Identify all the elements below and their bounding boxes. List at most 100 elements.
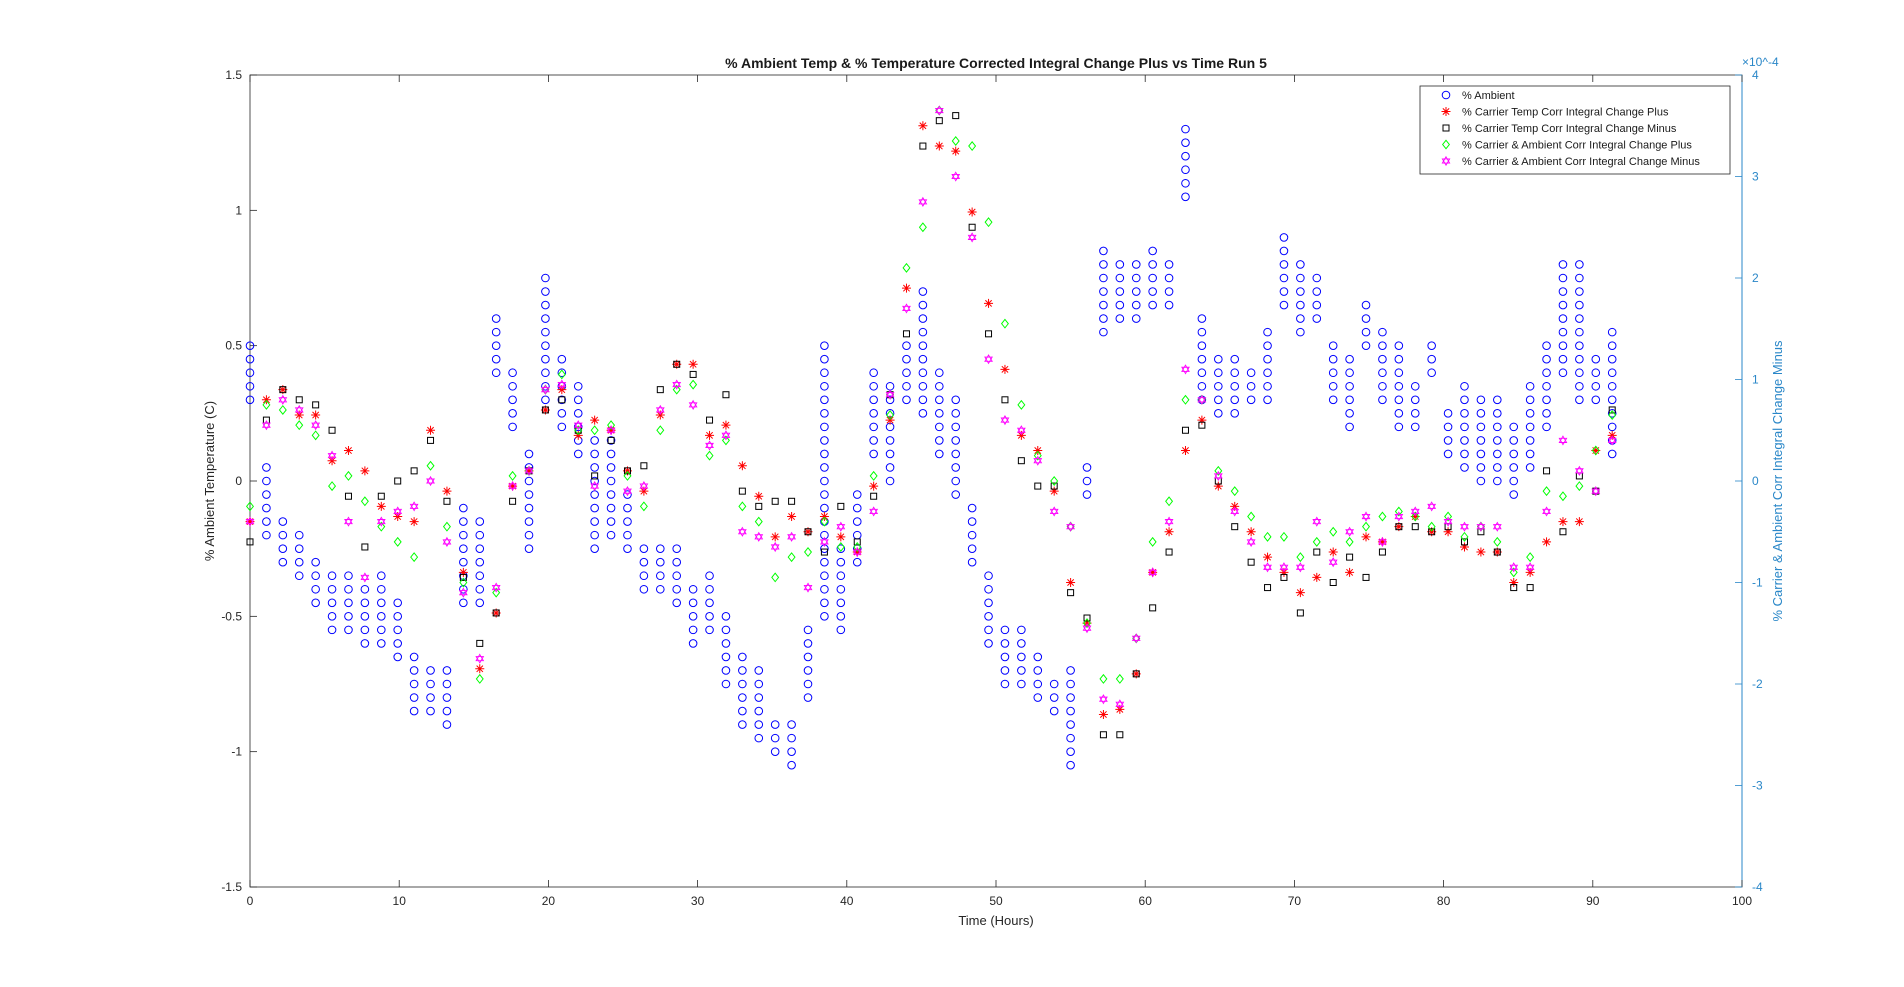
carrier-plus-point — [1098, 709, 1108, 719]
ca-plus-point — [1099, 673, 1108, 684]
ambient-point — [1099, 300, 1108, 310]
ca-plus-point — [1214, 465, 1223, 476]
ca-minus-point — [1115, 699, 1125, 710]
ca-minus-point — [1246, 536, 1256, 547]
ambient-point — [820, 612, 829, 621]
ambient-point — [1066, 720, 1075, 729]
ambient-point — [623, 517, 632, 526]
ambient-point — [1509, 422, 1519, 432]
ambient-point — [1049, 679, 1059, 689]
carrier-minus-point — [919, 142, 927, 150]
ca-minus-point — [721, 430, 731, 441]
ambient-point — [1246, 368, 1256, 378]
ambient-point — [1033, 666, 1043, 675]
ca-plus-point — [1000, 318, 1009, 329]
ambient-point — [738, 679, 747, 689]
ambient-point — [1607, 395, 1617, 405]
ambient-point — [606, 503, 616, 513]
ambient-point — [918, 314, 928, 323]
ca-plus-point — [475, 673, 484, 684]
ambient-point — [1181, 138, 1190, 147]
ambient-point — [803, 693, 813, 702]
ambient-point — [1328, 354, 1338, 364]
carrier-plus-point — [1246, 527, 1256, 537]
carrier-minus-point — [1181, 426, 1189, 434]
ca-minus-point — [984, 354, 993, 365]
carrier-plus-point — [491, 608, 501, 618]
ambient-point — [836, 544, 846, 553]
ambient-point — [1296, 327, 1305, 337]
ambient-point — [1230, 381, 1240, 391]
carrier-plus-point — [984, 298, 994, 308]
carrier-minus-point — [755, 502, 763, 510]
carrier-plus-point — [836, 532, 846, 542]
ca-minus-point — [557, 379, 567, 390]
ambient-point — [1066, 679, 1075, 689]
ca-minus-point — [458, 587, 468, 598]
ambient-point — [721, 652, 731, 662]
ambient-point — [820, 598, 829, 608]
carrier-minus-point — [1510, 584, 1518, 592]
carrier-plus-point — [803, 527, 813, 537]
ambient-point — [623, 530, 632, 540]
ca-minus-point — [606, 425, 616, 436]
ambient-point — [1443, 449, 1453, 459]
ambient-point — [1476, 449, 1486, 459]
ambient-point — [885, 449, 895, 459]
ca-minus-point — [737, 526, 747, 537]
ambient-point — [1460, 436, 1469, 445]
carrier-minus-point — [1493, 548, 1501, 556]
ambient-point — [688, 625, 698, 635]
ambient-point — [1328, 381, 1338, 391]
ambient-point — [1000, 639, 1010, 648]
ambient-point — [475, 557, 485, 567]
ambient-point — [1148, 300, 1157, 310]
carrier-plus-point — [1377, 537, 1387, 547]
ambient-point — [1082, 490, 1092, 499]
ambient-point — [836, 612, 846, 621]
ambient-point — [1131, 300, 1141, 310]
carrier-minus-point — [1264, 584, 1272, 592]
carrier-minus-point — [1411, 523, 1419, 531]
ca-minus-point — [294, 404, 304, 416]
ambient-point — [327, 584, 337, 594]
legend-marker — [1441, 155, 1451, 167]
ambient-point — [508, 422, 517, 432]
ca-minus-point — [491, 582, 501, 593]
ambient-point — [1575, 273, 1584, 283]
ambient-point — [541, 341, 550, 350]
ca-plus-point — [1247, 511, 1256, 522]
ambient-point — [1525, 449, 1535, 459]
x-tick-label: 40 — [840, 894, 854, 908]
ambient-point — [1148, 273, 1157, 283]
ambient-point — [442, 693, 452, 702]
ambient-point — [1345, 422, 1354, 432]
carrier-plus-point — [1263, 552, 1273, 562]
ca-minus-point — [508, 480, 518, 492]
ambient-point — [623, 544, 632, 553]
legend-label: % Carrier & Ambient Corr Integral Change… — [1462, 156, 1700, 168]
ca-plus-point — [1312, 536, 1321, 547]
ambient-point — [475, 530, 485, 540]
ambient-point — [935, 409, 944, 418]
ambient-point — [1246, 381, 1256, 391]
carrier-minus-point — [476, 639, 484, 647]
ambient-point — [557, 354, 567, 364]
carrier-plus-point — [458, 567, 468, 577]
legend-entry: % Carrier Temp Corr Integral Change Plus — [1441, 107, 1669, 119]
carrier-minus-point — [706, 416, 714, 424]
carrier-minus-point — [1608, 406, 1616, 414]
ca-plus-point — [1575, 481, 1584, 492]
ambient-point — [852, 490, 862, 499]
ambient-point — [803, 679, 813, 689]
carrier-plus-point — [540, 405, 550, 415]
ambient-point — [1378, 354, 1387, 364]
ambient-point — [803, 639, 813, 648]
y-tick-label: 1 — [235, 203, 242, 217]
carrier-plus-point — [1558, 517, 1568, 527]
ambient-point — [590, 503, 599, 513]
ambient-point — [360, 584, 370, 594]
ambient-point — [1607, 381, 1617, 391]
ambient-point — [688, 584, 698, 594]
ca-minus-point — [639, 480, 649, 492]
